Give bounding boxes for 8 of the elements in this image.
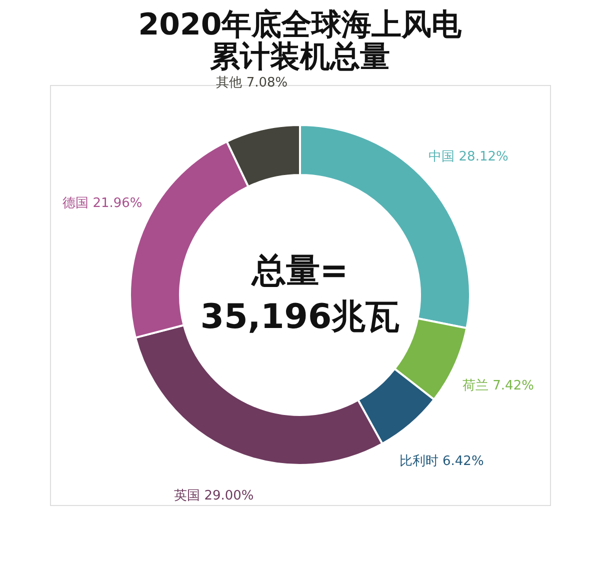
slice-label: 中国 28.12% bbox=[428, 150, 508, 165]
text: 35,196兆瓦 bbox=[200, 297, 400, 337]
slice-label: 英国 29.00% bbox=[174, 488, 254, 504]
slice-label: 其他 7.08% bbox=[216, 75, 288, 90]
slice-label: 德国 21.96% bbox=[62, 196, 142, 211]
text: 总量= bbox=[250, 251, 348, 291]
slice-label: 荷兰 7.42% bbox=[462, 378, 534, 394]
slice-label: 比利时 6.42% bbox=[399, 454, 484, 469]
